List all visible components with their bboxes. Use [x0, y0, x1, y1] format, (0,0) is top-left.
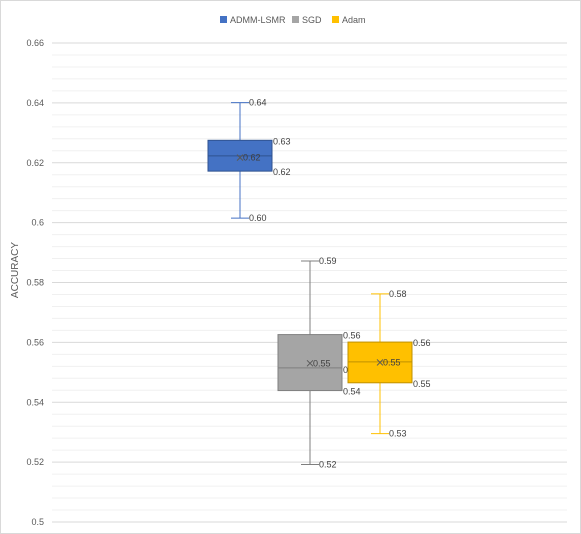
y-tick-label: 0.62 [26, 158, 44, 168]
legend-swatch [332, 16, 339, 23]
min-label: 0.53 [389, 429, 407, 439]
legend-label: ADMM-LSMR [230, 15, 286, 25]
mean-label: 0.55 [383, 357, 401, 367]
y-axis-title: ACCURACY [10, 242, 21, 298]
max-label: 0.58 [389, 289, 407, 299]
box-admm-lsmr: 0.64 0.60 0.63 0.62 0.62 [207, 98, 291, 223]
legend-swatch [220, 16, 227, 23]
mean-marker [306, 359, 314, 367]
q1-label: 0.55 [413, 379, 431, 389]
iqr-box [277, 334, 343, 392]
max-label: 0.59 [319, 256, 337, 266]
q1-label: 0.62 [273, 167, 291, 177]
box-series: 0.64 0.60 0.63 0.62 0.62 0.59 0.52 0.56 0.54 0.55… [207, 98, 431, 470]
y-tick-label: 0.56 [26, 337, 44, 347]
q3-label: 0.56 [413, 338, 431, 348]
mean-marker [236, 154, 244, 162]
mean-label: 0.55 [313, 358, 331, 368]
y-tick-label: 0.64 [26, 98, 44, 108]
q3-label: 0.56 [343, 331, 361, 341]
q3-label: 0.63 [273, 136, 291, 146]
y-tick-label: 0.6 [31, 218, 44, 228]
legend-swatch [292, 16, 299, 23]
y-tick-label: 0.66 [26, 38, 44, 48]
y-tick-label: 0.54 [26, 397, 44, 407]
mean-marker [376, 359, 384, 366]
q1-label: 0.54 [343, 387, 361, 397]
max-label: 0.64 [249, 98, 267, 108]
y-tick-label: 0.58 [26, 278, 44, 288]
legend: ADMM-LSMR SGD Adam [220, 15, 366, 25]
box-sgd: 0.590.520.560.540.550.55 [277, 256, 361, 470]
y-axis-ticks: 0.5 0.52 0.54 0.56 0.58 0.6 0.62 0.64 0.66 [26, 38, 44, 527]
mean-label: 0.62 [243, 153, 261, 163]
y-tick-label: 0.5 [31, 517, 44, 527]
y-tick-label: 0.52 [26, 457, 44, 467]
min-label: 0.60 [249, 213, 267, 223]
min-label: 0.52 [319, 460, 337, 470]
legend-label: SGD [302, 15, 322, 25]
legend-label: Adam [342, 15, 366, 25]
box-adam: 0.58 0.53 0.56 0.55 0.55 [347, 289, 431, 439]
